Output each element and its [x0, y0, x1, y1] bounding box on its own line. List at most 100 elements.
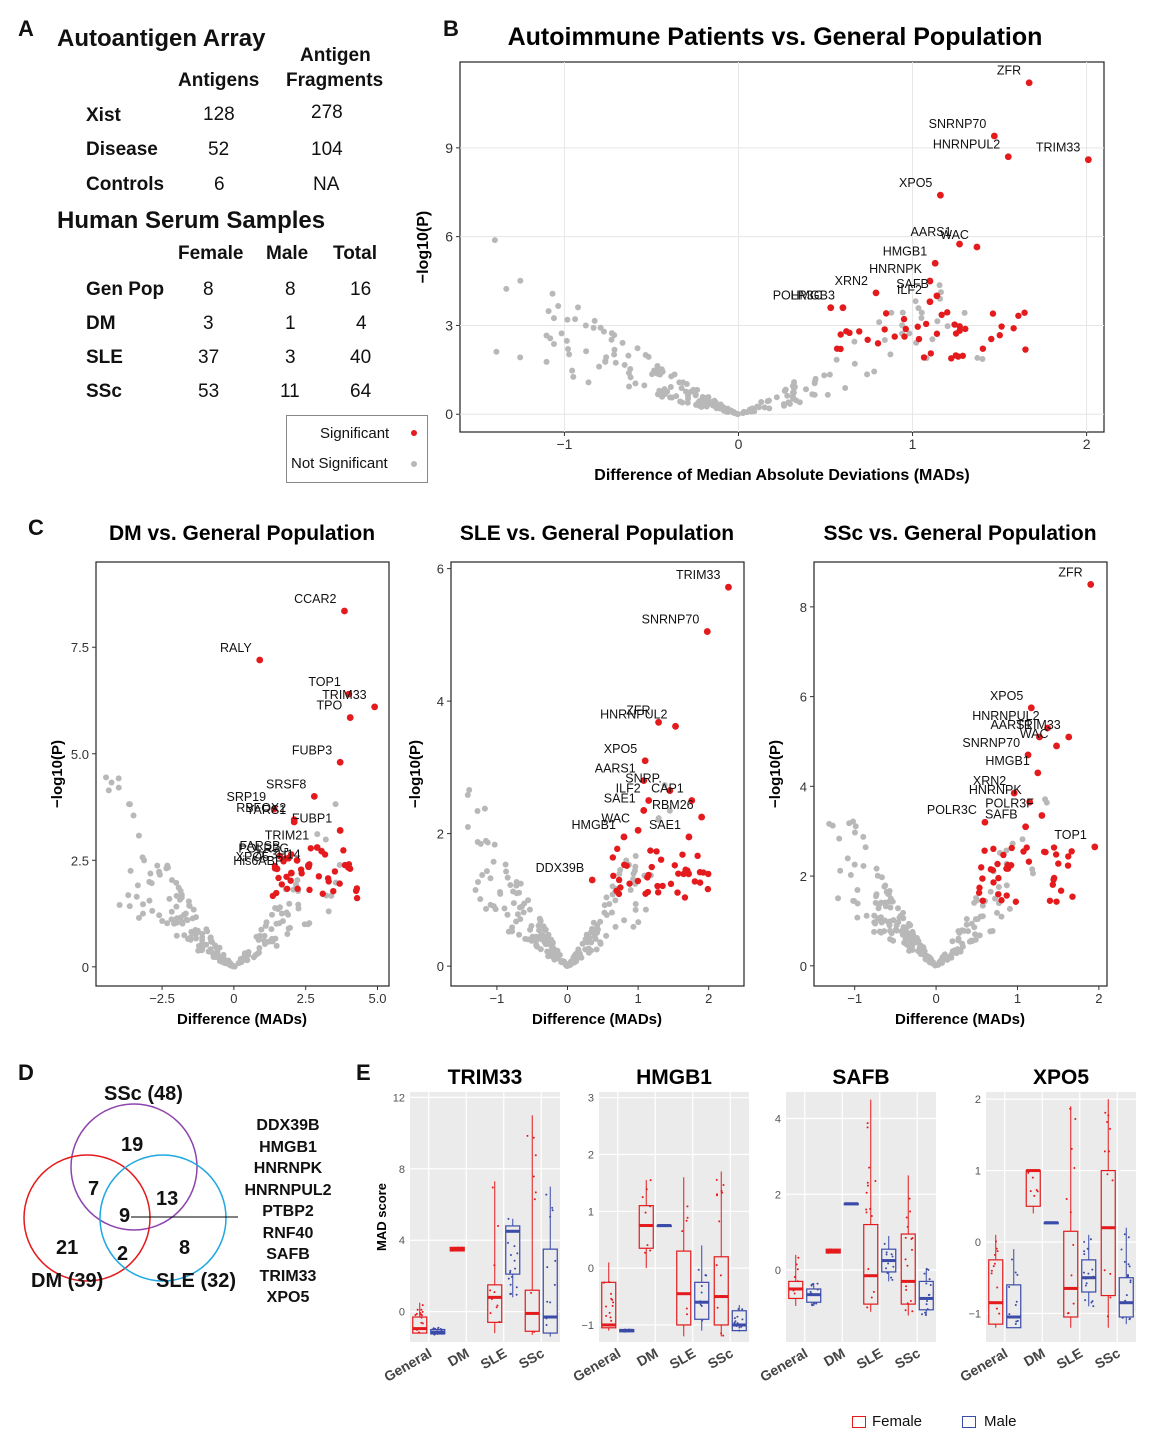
point-significant [1065, 853, 1072, 860]
point-not-significant [509, 924, 516, 931]
point-not-significant [597, 324, 604, 331]
point-not-significant [477, 840, 484, 847]
point-not-significant [166, 895, 173, 902]
jitter-point [874, 1180, 877, 1183]
point-significant [672, 722, 679, 730]
jitter-point [649, 1249, 652, 1252]
cell-value: 128 [203, 104, 235, 125]
point-not-significant [765, 397, 772, 404]
jitter-point [909, 1210, 912, 1213]
chart-e-trim33: TRIM33 0 4 8 12 General DM SLE SSc MAD score [374, 1066, 560, 1385]
point-not-significant [272, 904, 279, 911]
x-tick-label: General [957, 1345, 1010, 1385]
jitter-point [868, 1166, 871, 1169]
point-not-significant [527, 926, 534, 933]
point-not-significant [761, 404, 768, 411]
point-not-significant [977, 913, 984, 920]
point-significant [340, 847, 347, 854]
y-tick-label: 0 [800, 959, 807, 974]
point-not-significant [207, 934, 214, 941]
point-not-significant [854, 914, 861, 921]
point-significant [256, 656, 264, 664]
point-label: HMGB1 [985, 754, 1030, 768]
jitter-point [911, 1237, 914, 1240]
point-not-significant [189, 915, 196, 922]
jitter-point [516, 1252, 519, 1255]
point-not-significant [837, 867, 844, 874]
point-not-significant [888, 309, 895, 316]
point-not-significant [851, 360, 858, 367]
jitter-point [554, 1259, 557, 1262]
x-tick-label: 2 [1083, 436, 1091, 452]
point-significant [615, 876, 623, 884]
cell-value: 6 [214, 174, 225, 195]
point-not-significant [676, 379, 683, 386]
jitter-point [1109, 1296, 1112, 1299]
point-not-significant [537, 918, 544, 925]
jitter-point [630, 1330, 633, 1333]
jitter-point [719, 1294, 722, 1297]
y-tick-label: −1 [581, 1320, 594, 1332]
point-significant [952, 330, 960, 337]
point-significant [1052, 851, 1060, 858]
point-label: POLR3G [238, 841, 289, 855]
point-not-significant [322, 836, 329, 843]
cell-value: 52 [208, 139, 230, 160]
point-not-significant [608, 909, 615, 916]
jitter-point [836, 1251, 839, 1254]
jitter-point [1032, 1169, 1035, 1172]
jitter-point [892, 1265, 895, 1268]
x-tick-label: 0 [564, 991, 571, 1006]
point-not-significant [922, 952, 929, 959]
cell-value: 278 [311, 102, 343, 123]
point-not-significant [502, 861, 509, 868]
point-not-significant [585, 938, 592, 945]
point-significant [1023, 844, 1030, 851]
point-significant [705, 870, 712, 878]
jitter-point [866, 1126, 869, 1129]
jitter-point [1083, 1253, 1086, 1256]
point-significant [846, 329, 853, 337]
col-header-fragments-1: Antigen [300, 45, 371, 66]
jitter-point [1074, 1117, 1077, 1120]
point-not-significant [630, 876, 637, 883]
jitter-point [453, 1247, 456, 1250]
point-not-significant [627, 886, 634, 893]
point-significant [321, 851, 329, 858]
jitter-point [1121, 1316, 1124, 1319]
point-significant [609, 854, 617, 861]
point-label: POLR3F [985, 797, 1034, 811]
y-tick-label: 4 [800, 779, 807, 794]
point-not-significant [844, 855, 851, 862]
jitter-point [1083, 1250, 1086, 1253]
point-significant [319, 890, 326, 897]
jitter-point [1027, 1171, 1030, 1174]
point-label: SAE1 [649, 818, 681, 832]
x-tick-label: 1 [909, 436, 917, 452]
row-label: SSc [86, 381, 122, 402]
point-not-significant [571, 959, 578, 966]
chart-e-hmgb1: HMGB1 −1 0 1 2 3 General DM SLE SSc [570, 1066, 749, 1385]
jitter-point [515, 1286, 518, 1289]
x-tick-label: 5.0 [368, 991, 386, 1006]
box-body [1100, 1169, 1116, 1297]
jitter-point [736, 1322, 739, 1325]
point-not-significant [786, 400, 793, 407]
jitter-point [816, 1282, 819, 1285]
point-not-significant [863, 912, 870, 919]
jitter-point [686, 1216, 689, 1219]
point-not-significant [542, 941, 549, 948]
chart-c-dm: DM vs. General Population −2.5 0 2.5 5.0 0 2.5… [49, 522, 390, 1028]
jitter-point [1107, 1114, 1110, 1117]
point-label: AARS1 [595, 762, 636, 776]
point-not-significant [126, 903, 133, 910]
jitter-point [526, 1134, 529, 1137]
point-not-significant [528, 937, 535, 944]
jitter-point [489, 1289, 492, 1292]
jitter-point [796, 1268, 799, 1271]
point-significant [1022, 823, 1030, 831]
point-not-significant [516, 931, 523, 938]
point-not-significant [227, 961, 234, 968]
jitter-point [649, 1205, 652, 1208]
point-not-significant [878, 929, 885, 936]
